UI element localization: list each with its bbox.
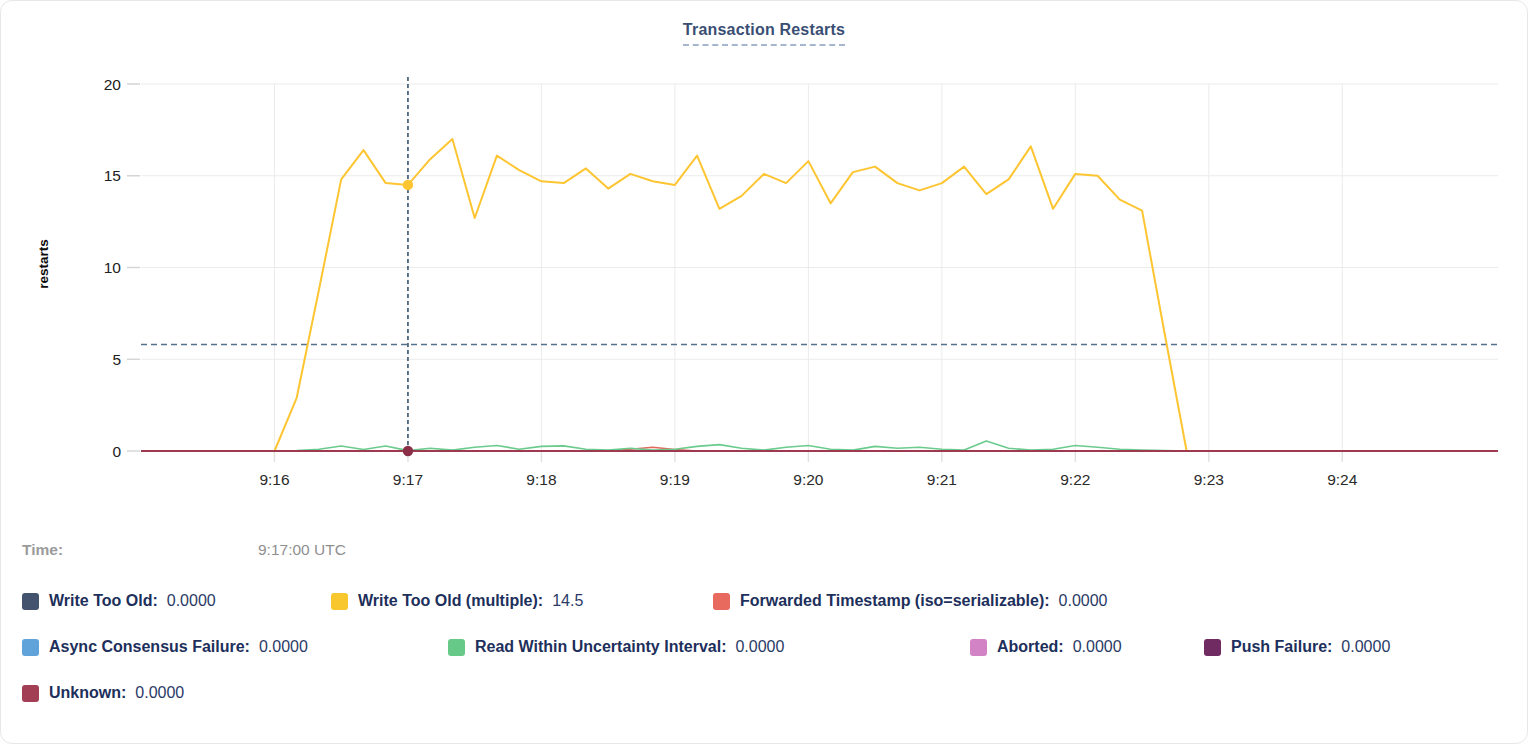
legend-swatch [970, 639, 987, 656]
legend-item-forwarded-timestamp-iso-serializable[interactable]: Forwarded Timestamp (iso=serializable): 0… [713, 590, 1108, 612]
legend-row: Async Consensus Failure:0.0000Read Withi… [1, 636, 1527, 660]
x-tick-label: 9:22 [1060, 471, 1090, 488]
y-tick-label: 20 [104, 76, 122, 93]
hover-point [403, 446, 413, 456]
legend-value: 14.5 [552, 592, 583, 610]
y-tick-label: 15 [104, 167, 121, 184]
legend-swatch [22, 639, 39, 656]
legend-item-unknown[interactable]: Unknown: 0.0000 [22, 682, 184, 704]
y-axis-label: restarts [36, 239, 51, 289]
legend-item-push-failure[interactable]: Push Failure: 0.0000 [1204, 636, 1390, 658]
y-tick-label: 10 [104, 259, 122, 276]
legend-label: Push Failure: [1231, 638, 1332, 656]
y-tick-label: 5 [112, 351, 121, 368]
x-tick-label: 9:19 [660, 471, 690, 488]
legend-item-read-within-uncertainty-interval[interactable]: Read Within Uncertainty Interval: 0.0000 [448, 636, 784, 658]
legend-value: 0.0000 [167, 592, 216, 610]
x-tick-label: 9:24 [1327, 471, 1358, 488]
legend-label: Async Consensus Failure: [49, 638, 250, 656]
legend-item-write-too-old-multiple[interactable]: Write Too Old (multiple): 14.5 [331, 590, 583, 612]
legend-item-write-too-old[interactable]: Write Too Old: 0.0000 [22, 590, 216, 612]
legend-value: 0.0000 [1341, 638, 1390, 656]
x-tick-label: 9:17 [393, 471, 423, 488]
transaction-restarts-chart[interactable]: 0 5 10 15 20 9:16 9:17 9:18 9:19 9:20 9:21 9:22 9:23… [1, 1, 1528, 511]
hover-time-value: 9:17:00 UTC [258, 541, 346, 559]
legend-label: Unknown: [49, 684, 126, 702]
legend-label: Read Within Uncertainty Interval: [475, 638, 726, 656]
legend-row: Write Too Old: 0.0000 Write Too Old (multi… [1, 590, 1527, 614]
legend-swatch [22, 593, 39, 610]
legend-value: 0.0000 [735, 638, 784, 656]
x-tick-label: 9:21 [927, 471, 957, 488]
y-tick-label: 0 [112, 443, 121, 460]
legend-value: 0.0000 [259, 638, 308, 656]
x-tick-label: 9:18 [526, 471, 556, 488]
legend-item-async-consensus-failure[interactable]: Async Consensus Failure: 0.0000 [22, 636, 308, 658]
x-tick-label: 9:16 [259, 471, 289, 488]
legend-swatch [713, 593, 730, 610]
legend-swatch [22, 685, 39, 702]
legend-label: Write Too Old: [49, 592, 158, 610]
hover-time-row: Time: 9:17:00 UTC [22, 541, 63, 559]
legend-swatch [448, 639, 465, 656]
legend-swatch [331, 593, 348, 610]
transaction-restarts-card: Transaction Restarts 051015209:169:179:1… [0, 0, 1528, 744]
legend-item-aborted[interactable]: Aborted: 0.0000 [970, 636, 1122, 658]
legend-value: 0.0000 [1059, 592, 1108, 610]
legend-swatch [1204, 639, 1221, 656]
legend-label: Forwarded Timestamp (iso=serializable): [740, 592, 1050, 610]
legend-value: 0.0000 [135, 684, 184, 702]
x-tick-label: 9:23 [1194, 471, 1224, 488]
hover-point [403, 180, 413, 190]
legend-row: Unknown: 0.0000 [1, 682, 1527, 706]
legend-label: Write Too Old (multiple): [358, 592, 543, 610]
legend-label: Aborted: [997, 638, 1064, 656]
legend-value: 0.0000 [1073, 638, 1122, 656]
x-tick-label: 9:20 [793, 471, 824, 488]
hover-time-label: Time: [22, 541, 63, 558]
